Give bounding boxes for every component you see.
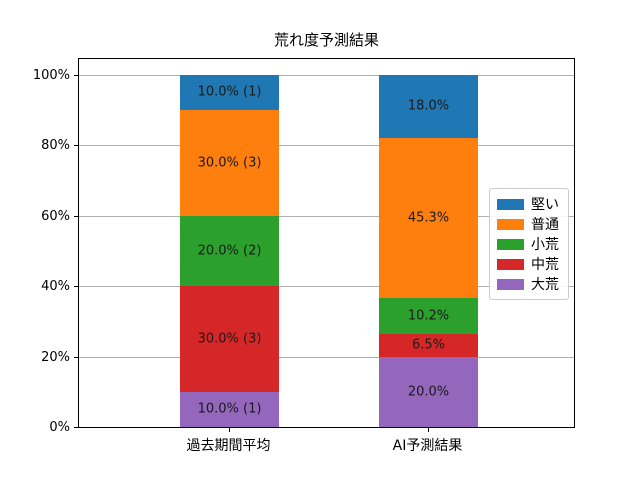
legend-swatch-icon — [497, 278, 524, 290]
legend-swatch-icon — [497, 198, 524, 210]
gridline — [79, 286, 574, 288]
bar-segment: 10.0% (1) — [180, 74, 279, 110]
y-tick-mark — [74, 74, 78, 76]
legend-label: 小荒 — [531, 237, 559, 253]
x-tick-mark — [228, 428, 230, 432]
bar-segment-label: 45.3% — [407, 210, 450, 226]
legend-item: 小荒 — [497, 236, 559, 253]
gridline — [79, 145, 574, 147]
bar-segment-label: 30.0% (3) — [197, 155, 262, 171]
legend-item: 大荒 — [497, 276, 559, 293]
legend-swatch-icon — [497, 238, 524, 250]
x-tick-label: 過去期間平均 — [186, 438, 271, 454]
legend-item: 普通 — [497, 216, 559, 233]
legend-swatch-icon — [497, 258, 524, 270]
bar-segment: 10.0% (1) — [180, 391, 279, 427]
bar-segment-label: 20.0% (2) — [197, 243, 262, 259]
y-tick-label: 60% — [41, 208, 70, 224]
stacked-bar: 10.0% (1) 30.0% (3) 20.0% (2) 30.0% (3) 10.0… — [180, 57, 279, 427]
bar-segment: 20.0% (2) — [180, 215, 279, 287]
legend-label: 中荒 — [531, 257, 559, 273]
bar-segment: 18.0% — [379, 74, 478, 139]
bar-segment-label: 18.0% — [407, 98, 450, 114]
y-tick-label: 20% — [41, 349, 70, 365]
bar-segment-label: 10.0% (1) — [197, 401, 262, 417]
bar-segment-label: 10.0% (1) — [197, 84, 262, 100]
bar-segment-label: 10.2% — [407, 308, 450, 324]
gridline — [79, 215, 574, 217]
legend-label: 普通 — [531, 217, 559, 233]
y-tick-mark — [74, 286, 78, 288]
bar-segment: 30.0% (3) — [180, 109, 279, 216]
chart-title: 荒れ度予測結果 — [273, 31, 379, 49]
legend-swatch-icon — [497, 218, 524, 230]
stacked-bar: 20.0% 6.5% 10.2% 45.3% 18.0% — [379, 57, 478, 427]
y-tick-label: 100% — [32, 67, 70, 83]
y-tick-mark — [74, 215, 78, 217]
y-tick-label: 0% — [49, 420, 70, 435]
x-tick-label: AI予測結果 — [392, 438, 463, 454]
bar-segment-label: 6.5% — [411, 337, 446, 353]
legend-label: 堅い — [531, 197, 559, 213]
bar-segment: 45.3% — [379, 138, 478, 298]
legend-item: 中荒 — [497, 256, 559, 273]
bar-segment-label: 30.0% (3) — [197, 331, 262, 347]
bar-segment: 6.5% — [379, 333, 478, 357]
y-tick-label: 80% — [41, 138, 70, 154]
y-tick-mark — [74, 145, 78, 147]
x-tick-mark — [427, 428, 429, 432]
legend-item: 堅い — [497, 196, 559, 213]
bar-segment: 20.0% — [379, 356, 478, 427]
bar-segment: 10.2% — [379, 297, 478, 334]
y-tick-label: 40% — [41, 279, 70, 295]
gridline — [79, 74, 574, 76]
y-tick-mark — [74, 427, 78, 428]
legend: 堅い 普通 小荒 中荒 大荒 — [489, 188, 569, 300]
y-tick-mark — [74, 356, 78, 358]
bar-segment-label: 20.0% — [407, 384, 450, 400]
legend-label: 大荒 — [531, 277, 559, 293]
bar-segment: 30.0% (3) — [180, 286, 279, 392]
gridline — [79, 356, 574, 358]
